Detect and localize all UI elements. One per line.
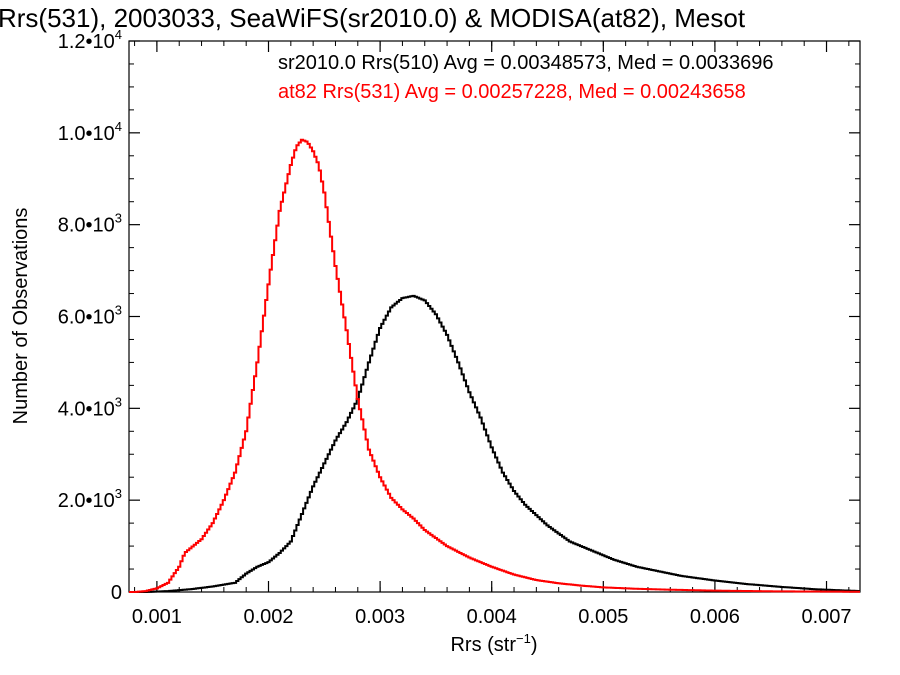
y-tick-label-mantissa: 1.0•10 [58,123,115,145]
series-1-line [129,138,860,593]
series-0-line [129,294,860,593]
legend-entry-red: at82 Rrs(531) Avg = 0.00257228, Med = 0.… [278,81,746,103]
y-tick-label-mantissa: 0 [111,582,122,604]
x-axis-label: Rrs (str−1) [450,631,537,656]
x-tick-label: 0.001 [132,606,182,628]
y-axis-label: Number of Observations [10,208,32,425]
chart-title: Rrs(531), 2003033, SeaWiFS(sr2010.0) & M… [0,3,746,33]
series-layer [129,138,860,593]
x-tick-label: 0.007 [801,606,851,628]
y-tick-label-exponent: 4 [115,119,122,134]
y-tick-label-exponent: 3 [115,211,122,226]
y-tick-label-mantissa: 4.0•10 [58,398,115,420]
x-tick-label: 0.004 [467,606,517,628]
y-tick-label-mantissa: 1.2•10 [58,31,115,53]
y-tick-label: 0 [111,582,122,604]
y-tick-label-exponent: 3 [115,486,122,501]
y-tick-label-mantissa: 6.0•10 [58,307,115,329]
y-tick-label-mantissa: 2.0•10 [58,490,115,512]
x-axis-label-superscript: −1 [516,631,531,646]
x-tick-label: 0.005 [578,606,628,628]
y-tick-label: 2.0•103 [58,486,122,512]
y-tick-label-exponent: 3 [115,303,122,318]
y-tick-label-exponent: 4 [115,27,122,42]
y-tick-label-mantissa: 8.0•10 [58,215,115,237]
x-tick-label: 0.003 [355,606,405,628]
x-axis-label-close: ) [531,634,538,656]
y-tick-label: 4.0•103 [58,394,122,420]
y-tick-label: 1.2•104 [58,27,122,53]
y-tick-label: 8.0•103 [58,211,122,237]
y-tick-label: 1.0•104 [58,119,122,145]
y-tick-label-exponent: 3 [115,394,122,409]
plot-frame [128,40,861,593]
legend-entry-black: sr2010.0 Rrs(510) Avg = 0.00348573, Med … [278,52,774,74]
x-axis-ticks: 0.001 0.002 0.003 0.004 0.005 0.006 0.007 [132,41,852,628]
x-tick-label: 0.006 [690,606,740,628]
x-tick-label: 0.002 [243,606,293,628]
y-tick-label: 6.0•103 [58,303,122,329]
y-axis-ticks: 02.0•1034.0•1036.0•1038.0•1031.0•1041.2•… [58,27,860,604]
